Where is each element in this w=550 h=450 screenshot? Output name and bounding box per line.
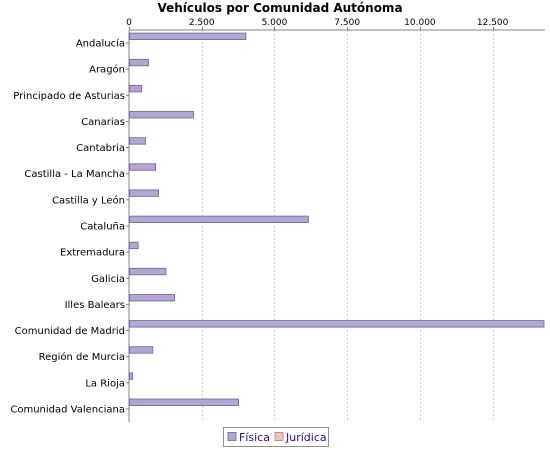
legend-label: Jurídica (285, 431, 327, 444)
bar-fisica (129, 267, 167, 276)
bar-fisica (129, 241, 139, 250)
bars (129, 32, 545, 406)
bar-fisica (129, 58, 149, 67)
category-label: Comunidad de Madrid (15, 326, 125, 337)
chart-title: Vehículos por Comunidad Autónoma (157, 1, 402, 15)
grid (202, 30, 494, 422)
bar-fisica (129, 111, 194, 119)
bar-fisica (129, 372, 134, 380)
bar-fisica (129, 398, 239, 406)
bar-fisica (129, 137, 146, 145)
bar-fisica (129, 32, 247, 40)
bar-fisica (129, 215, 309, 224)
x-tick-label: 12.500 (477, 18, 509, 28)
category-label: Comunidad Valenciana (10, 404, 125, 415)
category-label: Cataluña (80, 222, 125, 233)
category-label: Cantabria (76, 143, 125, 154)
bar-fisica (129, 294, 175, 302)
category-label: Illes Balears (65, 300, 125, 311)
x-tick-label: 10.000 (404, 18, 436, 28)
category-axis: Andalucía Aragón Principado de Asturias Can… (10, 38, 129, 415)
category-label: Principado de Asturias (13, 91, 125, 102)
legend-swatch (227, 432, 237, 441)
bar-fisica (129, 189, 160, 197)
category-label: Región de Murcia (39, 351, 125, 363)
category-label: Galicia (91, 274, 125, 285)
bar-fisica (129, 320, 545, 328)
category-label: Canarias (81, 117, 125, 128)
bar-fisica (129, 85, 143, 93)
legend-swatch (274, 432, 284, 441)
bar-fisica (129, 163, 157, 171)
category-label: Andalucía (76, 38, 125, 50)
x-tick-label: 0 (126, 18, 132, 28)
category-label: Extremadura (60, 248, 125, 259)
category-label: Aragón (89, 64, 125, 76)
legend: Física Jurídica (223, 427, 329, 447)
category-label: La Rioja (85, 378, 125, 389)
x-tick-label: 5.000 (262, 18, 288, 28)
legend-label: Física (239, 431, 270, 444)
x-tick-label: 2.500 (189, 18, 215, 28)
bar-fisica (129, 346, 154, 354)
x-tick-label: 7.500 (334, 18, 360, 28)
category-label: Castilla - La Mancha (24, 169, 125, 180)
category-label: Castilla y León (52, 194, 125, 206)
